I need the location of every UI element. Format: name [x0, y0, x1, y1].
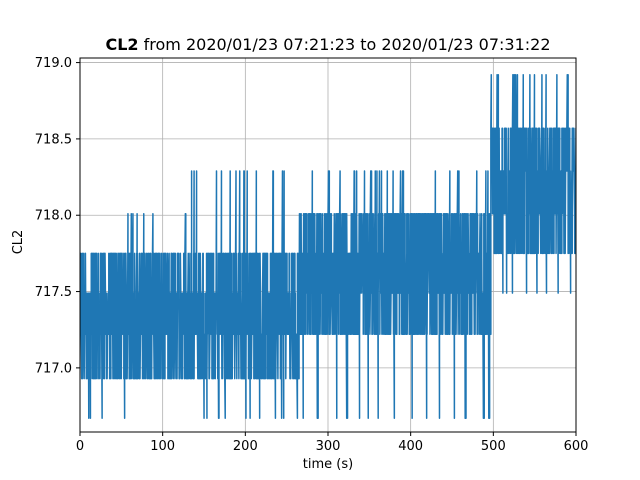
y-tick-label: 717.0 [35, 361, 72, 376]
x-tick-label: 300 [316, 439, 341, 454]
x-tick-label: 400 [398, 439, 423, 454]
y-axis-label: CL2 [11, 230, 26, 255]
tick-layer: 0 100 200 300 400 500 600 717.0 717.5 718.0 718.5 7… [35, 56, 589, 454]
x-tick-label: 500 [481, 439, 506, 454]
x-tick-label: 600 [564, 439, 589, 454]
chart-title: CL2 from 2020/01/23 07:21:23 to 2020/01/… [105, 35, 550, 54]
y-tick-label: 718.5 [35, 132, 72, 147]
chart-title-bold: CL2 [105, 35, 138, 54]
x-tick-label: 100 [150, 439, 175, 454]
x-tick-label: 200 [233, 439, 258, 454]
series-line [80, 74, 576, 420]
y-tick-label: 717.5 [35, 285, 72, 300]
chart-title-rest: from 2020/01/23 07:21:23 to 2020/01/23 0… [139, 35, 551, 54]
y-tick-label: 719.0 [35, 56, 72, 71]
x-tick-label: 0 [76, 439, 84, 454]
x-axis-label: time (s) [303, 457, 353, 472]
y-tick-label: 718.0 [35, 209, 72, 224]
data-layer [80, 74, 576, 420]
